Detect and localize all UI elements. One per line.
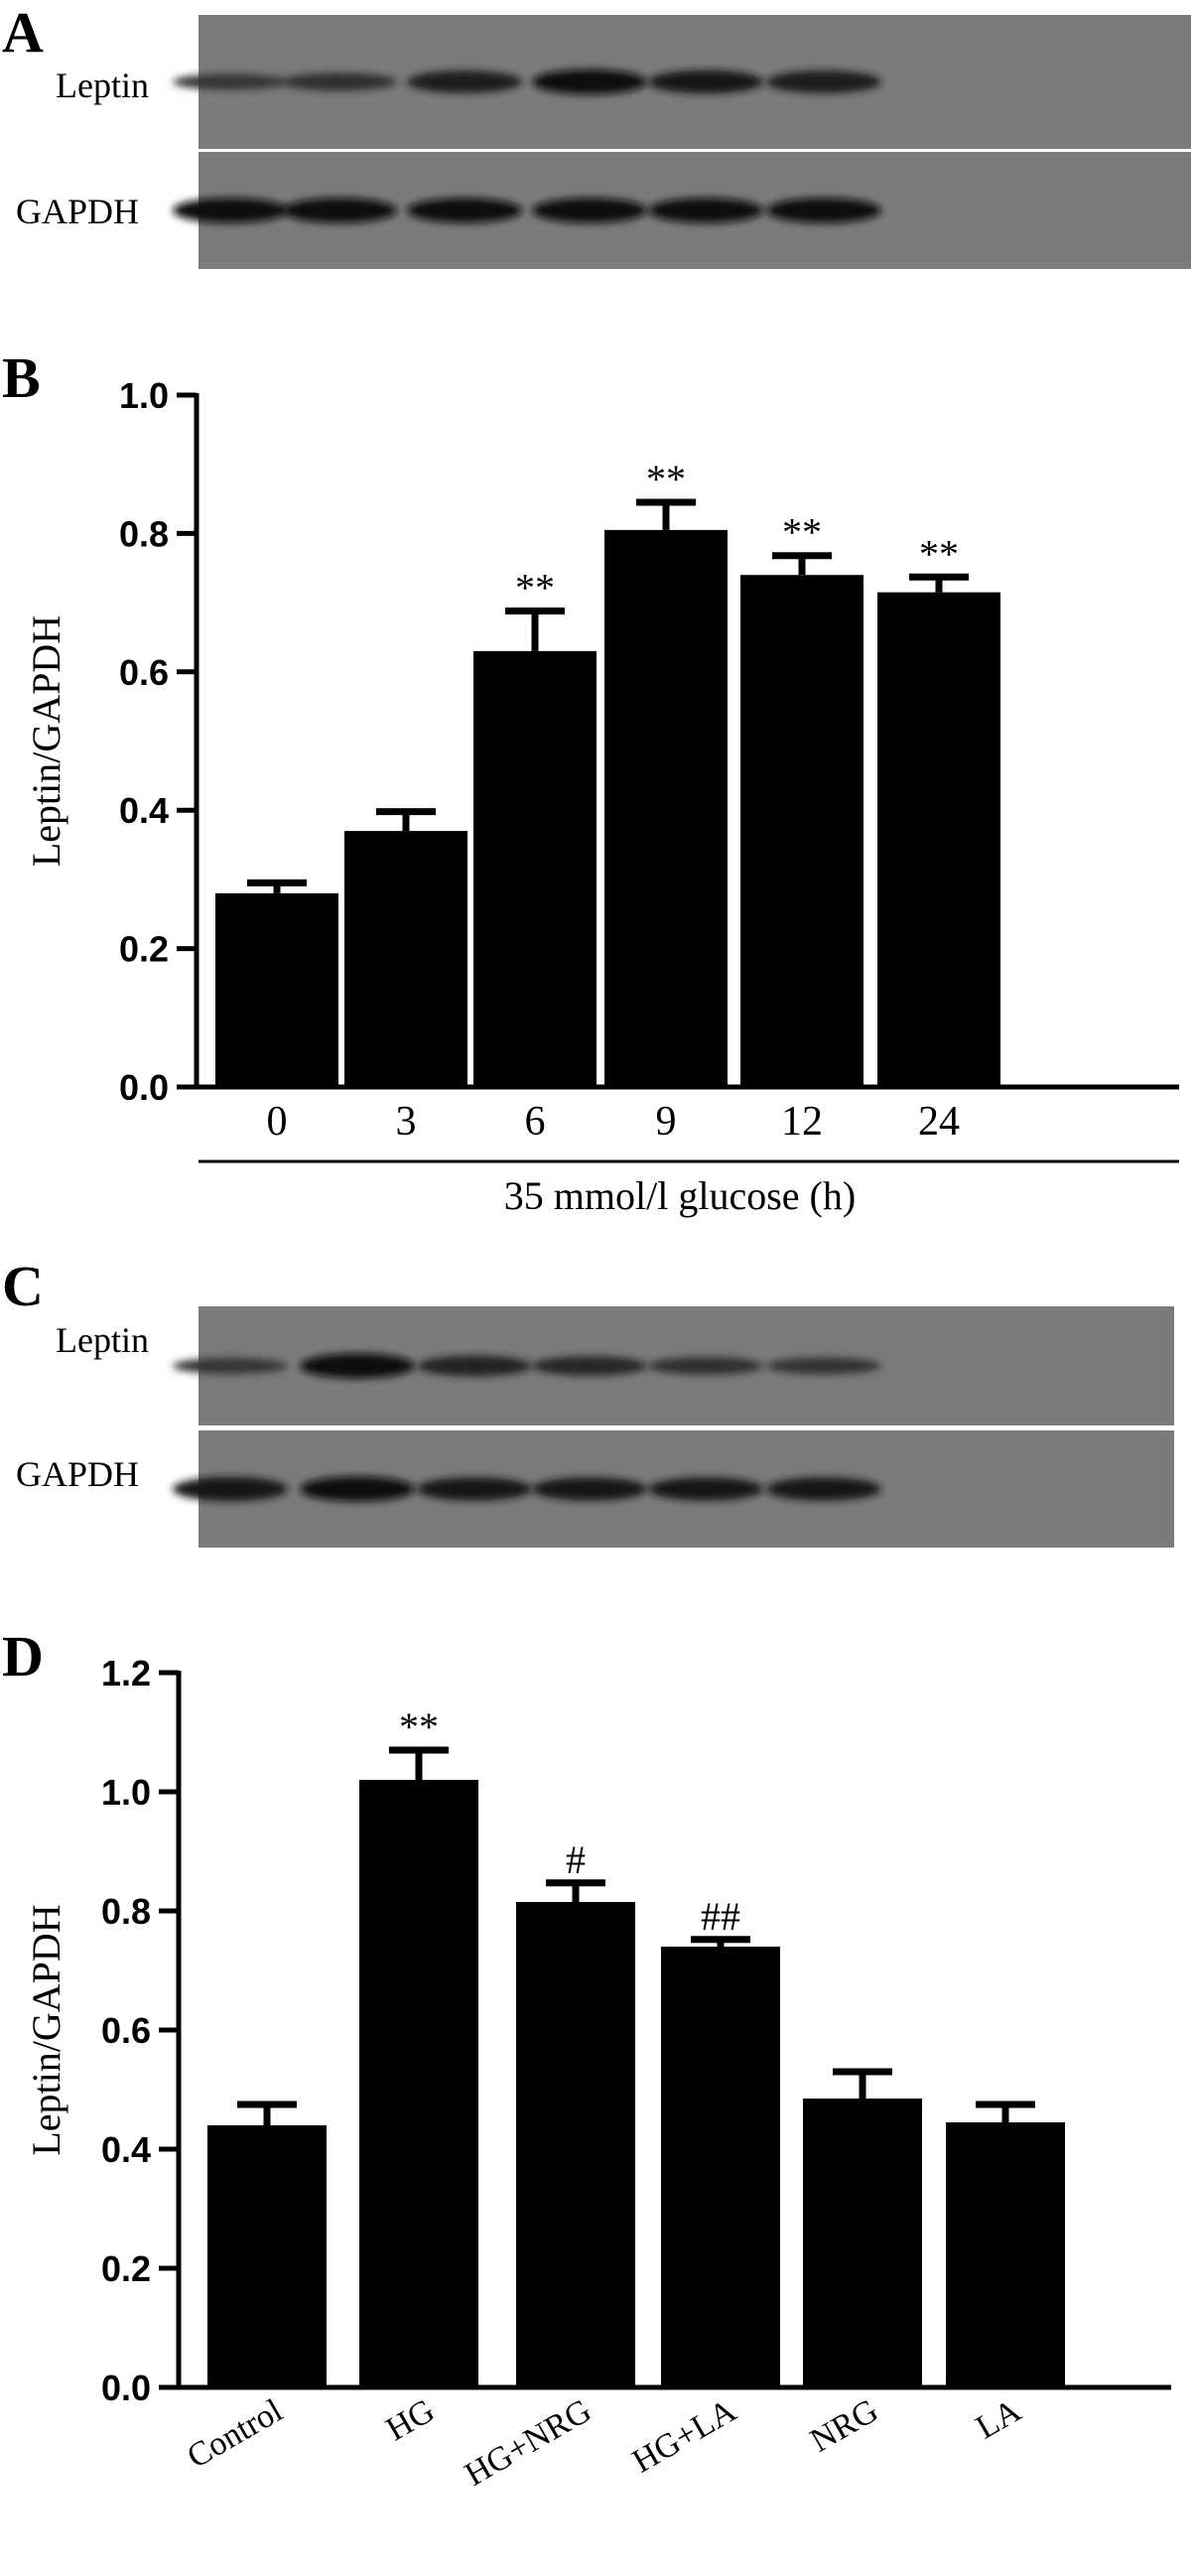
panel-a-row2-band-1 bbox=[173, 198, 288, 223]
chart-d-bar-1 bbox=[207, 2125, 327, 2387]
panel-c-row2-band-5 bbox=[648, 1477, 763, 1501]
chart-b: 0.0 0.2 0.4 0.6 0.8 1.0 Leptin/GAPDH 0 3 ** 6 ** 9 **… bbox=[24, 375, 1179, 1218]
panel-c-row1-band-2 bbox=[300, 1353, 415, 1379]
panel-c-row1-label: Leptin bbox=[56, 1320, 149, 1360]
chart-d-y-tick-label-2: 0.4 bbox=[101, 2129, 151, 2170]
panel-c-row2-band-3 bbox=[417, 1477, 532, 1501]
chart-d-y-tick-label-5: 1.0 bbox=[101, 1772, 151, 1813]
panel-a-row1-label: Leptin bbox=[56, 66, 149, 105]
chart-b-bar-5 bbox=[740, 575, 864, 1087]
chart-d-x-tick-label-2: HG bbox=[380, 2392, 441, 2449]
chart-b-x-tick-label-3: 6 bbox=[525, 1099, 546, 1145]
chart-d-x-tick-label-1: Control bbox=[182, 2392, 289, 2476]
chart-b-x-tick-label-1: 0 bbox=[267, 1099, 288, 1145]
panel-a-blot bbox=[173, 15, 1191, 269]
panel-a: A Leptin GAPDH bbox=[2, 0, 1191, 269]
chart-d-bar-6 bbox=[946, 2122, 1065, 2387]
chart-d-bar-2 bbox=[359, 1780, 478, 2387]
panel-c-row1-band-4 bbox=[532, 1356, 647, 1376]
chart-d-y-tick-label-0: 0.0 bbox=[101, 2368, 151, 2408]
panel-d: D 0.0 0.2 0.4 0.6 0.8 1.0 1.2 Leptin/GAPDH Contr… bbox=[2, 1624, 1171, 2494]
chart-b-y-tick-label-1: 0.2 bbox=[119, 929, 169, 970]
panel-a-row1-band-4 bbox=[532, 68, 647, 95]
chart-d-y-tick-label-1: 0.2 bbox=[101, 2248, 151, 2289]
panel-a-row1-band-3 bbox=[407, 70, 522, 93]
panel-c-row1-band-1 bbox=[173, 1357, 288, 1375]
chart-d-y-tick-label-6: 1.2 bbox=[101, 1653, 151, 1694]
chart-d-bar-4 bbox=[661, 1947, 780, 2387]
panel-c-letter: C bbox=[2, 1254, 44, 1318]
chart-b-y-tick-label-5: 1.0 bbox=[119, 375, 169, 416]
panel-c-blot bbox=[173, 1306, 1174, 1548]
panel-a-letter: A bbox=[2, 0, 44, 65]
panel-c-row2-band-1 bbox=[173, 1476, 288, 1502]
chart-d: 0.0 0.2 0.4 0.6 0.8 1.0 1.2 Leptin/GAPDH Control… bbox=[24, 1653, 1171, 2494]
panel-a-row1-band-2 bbox=[282, 72, 397, 91]
chart-b-y-label: Leptin/GAPDH bbox=[24, 615, 68, 867]
panel-c-row1-band-5 bbox=[648, 1356, 763, 1376]
panel-a-row1-band-1 bbox=[173, 73, 288, 90]
chart-b-y-tick-label-3: 0.6 bbox=[119, 652, 169, 693]
chart-d-x-tick-label-4: HG+LA bbox=[626, 2392, 742, 2481]
panel-c-row2-band-6 bbox=[766, 1477, 881, 1501]
panel-b: B 0.0 0.2 0.4 0.6 0.8 1.0 Leptin/GAPDH 0 3 ** 6 ** 9… bbox=[2, 345, 1179, 1218]
chart-d-y-label: Leptin/GAPDH bbox=[24, 1904, 68, 2155]
chart-b-x-label: 35 mmol/l glucose (h) bbox=[504, 1173, 856, 1218]
chart-d-x-tick-label-6: LA bbox=[970, 2392, 1027, 2447]
panel-d-letter: D bbox=[2, 1624, 44, 1689]
chart-b-significance-3: ** bbox=[515, 565, 555, 610]
chart-b-bar-6 bbox=[877, 592, 1000, 1087]
chart-b-bar-3 bbox=[473, 650, 597, 1087]
panel-c: C Leptin GAPDH bbox=[2, 1254, 1174, 1548]
panel-a-row2-band-2 bbox=[282, 198, 397, 223]
chart-d-significance-3: # bbox=[566, 1837, 586, 1882]
panel-c-row2-label: GAPDH bbox=[16, 1454, 139, 1494]
chart-b-y-tick-label-0: 0.0 bbox=[119, 1067, 169, 1108]
chart-b-bar-4 bbox=[604, 529, 728, 1087]
chart-d-bar-5 bbox=[803, 2099, 922, 2387]
panel-c-row1-band-3 bbox=[417, 1355, 532, 1377]
panel-a-row2-band-5 bbox=[648, 198, 763, 223]
chart-b-y-tick-label-4: 0.8 bbox=[119, 513, 169, 554]
chart-b-significance-6: ** bbox=[919, 531, 959, 576]
chart-b-significance-4: ** bbox=[646, 457, 686, 501]
chart-d-significance-2: ** bbox=[399, 1704, 439, 1749]
chart-b-bar-1 bbox=[215, 892, 338, 1087]
chart-d-significance-4: ## bbox=[701, 1894, 740, 1939]
panel-a-row1-band-6 bbox=[766, 70, 881, 93]
panel-c-row1-band-6 bbox=[766, 1357, 881, 1375]
chart-b-significance-5: ** bbox=[782, 510, 822, 555]
chart-b-y-tick-label-2: 0.4 bbox=[119, 790, 169, 831]
chart-b-x-tick-label-2: 3 bbox=[396, 1099, 417, 1145]
chart-b-x-tick-label-4: 9 bbox=[656, 1099, 677, 1145]
chart-b-bar-2 bbox=[344, 831, 467, 1087]
panel-b-letter: B bbox=[2, 345, 41, 410]
chart-b-x-tick-label-5: 12 bbox=[781, 1099, 823, 1145]
chart-d-y-tick-label-4: 0.8 bbox=[101, 1891, 151, 1932]
chart-b-x-tick-label-6: 24 bbox=[918, 1099, 960, 1145]
panel-c-row2-band-2 bbox=[300, 1476, 415, 1502]
chart-d-bar-3 bbox=[516, 1902, 635, 2387]
panel-a-row2-band-4 bbox=[532, 198, 647, 223]
chart-d-x-tick-label-3: HG+NRG bbox=[459, 2392, 598, 2494]
panel-c-row2-band-4 bbox=[532, 1477, 647, 1501]
panel-a-row2-label: GAPDH bbox=[16, 192, 139, 231]
chart-d-y-tick-label-3: 0.6 bbox=[101, 2010, 151, 2051]
panel-a-row2-band-3 bbox=[407, 198, 522, 223]
chart-d-x-tick-label-5: NRG bbox=[804, 2392, 884, 2460]
panel-a-row1-band-5 bbox=[648, 69, 763, 94]
panel-a-row2-band-6 bbox=[766, 198, 881, 223]
